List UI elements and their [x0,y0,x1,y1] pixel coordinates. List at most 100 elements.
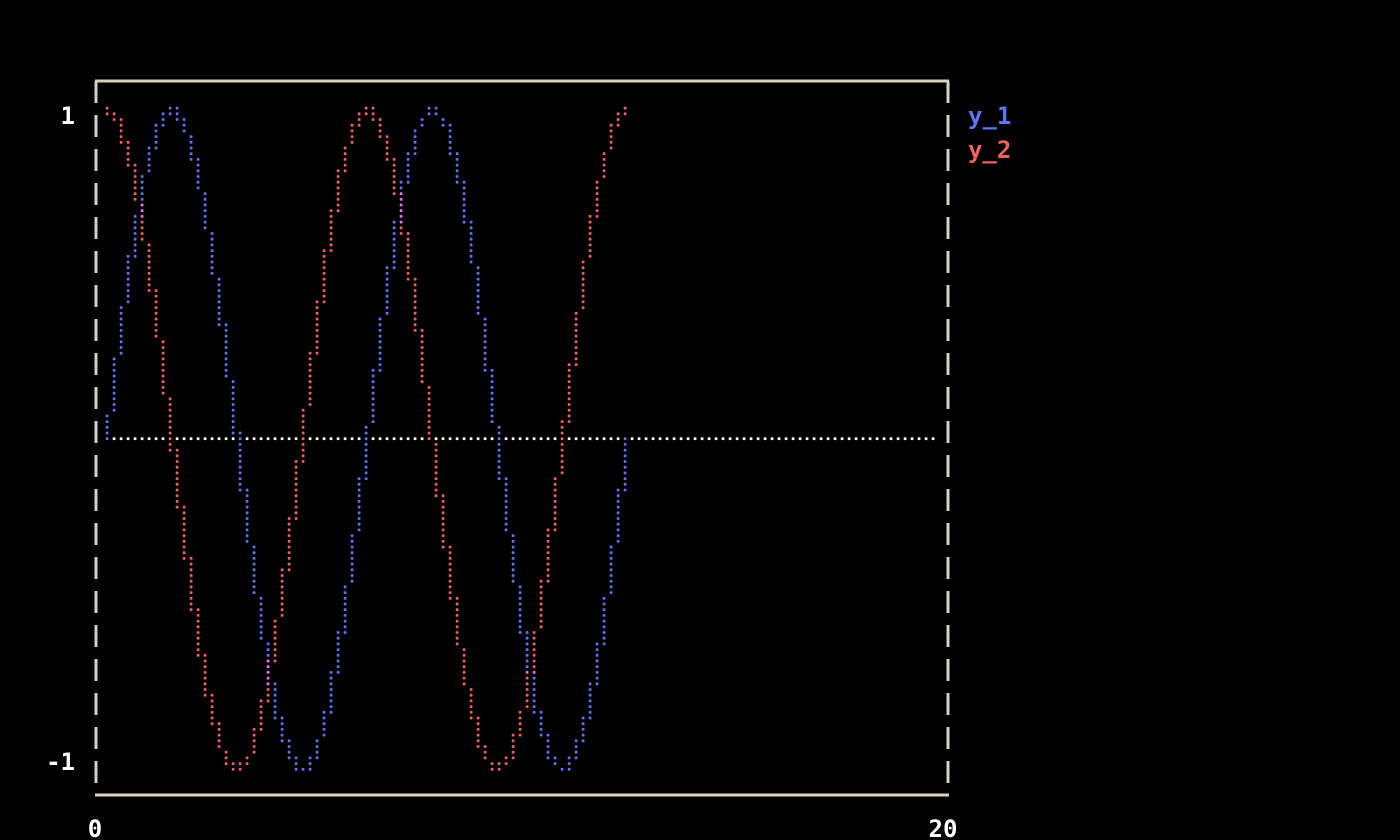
zero-line-dot [525,437,529,441]
zero-line-dot [679,437,683,441]
y1-dot [203,197,207,201]
y2-dot [595,197,599,201]
y2-dot [343,163,347,167]
y2-dot [294,477,298,480]
y2-dot [392,175,396,178]
y2-dot [420,351,424,355]
y2-dot [546,539,550,543]
y1-dot [553,762,557,765]
y2-dot [126,158,130,161]
y2-dot [588,226,592,230]
y2-dot [455,614,459,617]
zero-line-dot [175,437,179,441]
y2-dot [567,408,571,412]
y2-dot [476,728,480,731]
y1-dot [602,602,606,606]
y2-dot [378,118,382,121]
y1-dot [217,300,221,304]
y1-dot [574,745,578,748]
y2-dot [469,716,473,720]
y2-dot [546,534,550,537]
y1-dot [623,460,627,463]
y2-dot [518,710,522,714]
y2-dot [609,146,613,150]
y1-dot [280,733,284,737]
y2-dot [518,722,522,726]
y2-dot [168,397,172,401]
y1-dot [133,220,137,224]
y1-dot [119,329,123,332]
y1-dot [518,614,522,617]
y2-dot [196,653,200,657]
y1-dot [343,625,347,629]
y2-dot [518,733,522,737]
y2-dot [581,266,585,270]
y2-dot [455,631,459,634]
y1-dot [469,243,473,247]
y2-dot [560,437,564,441]
y-tick-label: 1 [61,102,75,130]
y2-dot [343,169,347,173]
y2-dot [147,260,151,264]
y2-dot [441,494,445,498]
y1-dot [378,363,382,366]
zero-line-dot [322,437,326,441]
y1-dot [616,539,620,543]
y2-dot [224,762,228,765]
y1-dot [210,243,214,247]
y2-dot [210,710,214,714]
y2-dot [581,272,585,275]
y1-dot [406,152,410,156]
zero-line-dot [357,437,361,441]
y1-dot [252,585,256,589]
y1-dot [189,158,193,161]
y1-dot [525,659,529,663]
y2-dot [266,699,270,703]
y2-dot [315,334,319,338]
y1-dot [217,306,221,309]
y1-dot [112,397,116,401]
y1-dot [238,477,242,480]
y2-dot [322,260,326,264]
y2-dot [455,636,459,640]
y2-dot [441,511,445,515]
y1-dot [245,517,249,520]
y2-dot [217,722,221,726]
zero-line-dot [329,437,333,441]
y2-dot [175,494,179,498]
y1-dot [602,596,606,600]
y1-dot [567,762,571,765]
y1-dot [203,226,207,230]
y2-dot [252,745,256,748]
y1-dot [147,152,151,156]
y1-dot [490,403,494,406]
y2-dot [476,739,480,743]
y2-dot [210,705,214,708]
y1-dot [413,129,417,133]
y1-dot [126,260,130,264]
y2-dot [413,311,417,315]
y2-dot [175,465,179,469]
y2-dot [273,619,277,623]
y1-dot [504,482,508,486]
y2-dot [588,232,592,235]
overlap-dot [266,682,270,686]
y1-dot [217,311,221,315]
y2-dot [560,454,564,458]
y2-dot [280,568,284,572]
y1-dot [623,471,627,475]
y2-dot [294,460,298,463]
zero-line-dot [392,437,396,441]
y2-dot [182,551,186,555]
y2-dot [301,408,305,412]
y1-dot [371,403,375,406]
y2-dot [294,465,298,469]
overlap-dot [532,671,536,674]
y1-dot [378,329,382,332]
y2-dot [490,767,494,771]
y1-dot [336,671,340,674]
y2-dot [273,625,277,629]
zero-line-dot [462,437,466,441]
y1-dot [392,254,396,258]
y2-dot [140,232,144,235]
